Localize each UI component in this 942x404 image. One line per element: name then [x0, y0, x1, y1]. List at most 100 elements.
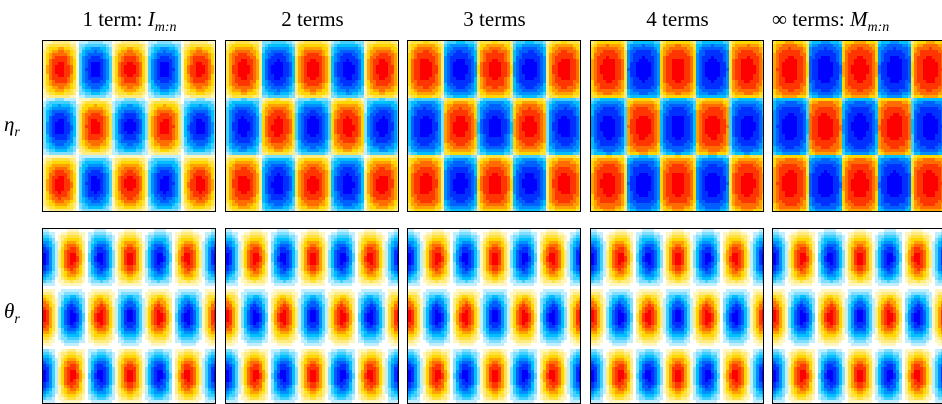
heatmap-cell	[106, 47, 109, 50]
heatmap-cell	[181, 74, 184, 77]
heatmap-cell	[250, 50, 253, 53]
heatmap-cell	[52, 65, 55, 68]
heatmap-cell	[178, 200, 181, 203]
heatmap-cell	[118, 131, 121, 134]
heatmap-cell	[58, 164, 61, 167]
heatmap-cell	[151, 164, 154, 167]
heatmap-cell	[202, 161, 205, 164]
heatmap-cell	[202, 104, 205, 107]
heatmap-cell	[202, 176, 205, 179]
heatmap-cell	[124, 146, 127, 149]
heatmap-cell	[184, 203, 187, 206]
heatmap-cell	[136, 197, 139, 200]
heatmap-cell	[148, 143, 151, 146]
heatmap-cell	[79, 161, 82, 164]
heatmap-cell	[160, 164, 163, 167]
heatmap-cell	[376, 62, 379, 65]
heatmap-cell	[55, 146, 58, 149]
heatmap-cell	[112, 41, 115, 44]
heatmap-cell	[148, 116, 151, 119]
heatmap-cell	[127, 119, 130, 122]
heatmap-cell	[64, 71, 67, 74]
heatmap-cell	[109, 206, 112, 209]
heatmap-cell	[166, 197, 169, 200]
heatmap-cell	[385, 65, 388, 68]
heatmap-cell	[82, 50, 85, 53]
heatmap-cell	[112, 113, 115, 116]
heatmap-cell	[73, 65, 76, 68]
heatmap-cell	[166, 158, 169, 161]
heatmap-cell	[115, 59, 118, 62]
heatmap-cell	[106, 59, 109, 62]
heatmap-cell	[310, 101, 313, 104]
heatmap-cell	[322, 89, 325, 92]
heatmap-cell	[91, 98, 94, 101]
heatmap-cell	[178, 176, 181, 179]
heatmap-cell	[73, 191, 76, 194]
heatmap-cell	[73, 146, 76, 149]
heatmap-cell	[85, 44, 88, 47]
heatmap-cell	[142, 176, 145, 179]
heatmap-cell	[244, 80, 247, 83]
heatmap-cell	[334, 98, 337, 101]
heatmap-cell	[55, 131, 58, 134]
heatmap-cell	[157, 206, 160, 209]
heatmap-cell	[139, 95, 142, 98]
heatmap-cell	[88, 113, 91, 116]
heatmap-cell	[304, 83, 307, 86]
heatmap-cell	[172, 119, 175, 122]
heatmap-cell	[328, 101, 331, 104]
heatmap-cell	[364, 101, 367, 104]
heatmap-cell	[373, 77, 376, 80]
heatmap-cell	[88, 74, 91, 77]
heatmap-cell	[337, 101, 340, 104]
heatmap-cell	[298, 107, 301, 110]
heatmap-cell	[196, 140, 199, 143]
heatmap-cell	[289, 53, 292, 56]
heatmap-cell	[256, 83, 259, 86]
heatmap-cell	[259, 47, 262, 50]
heatmap-cell	[115, 68, 118, 71]
heatmap-cell	[94, 89, 97, 92]
heatmap-cell	[52, 83, 55, 86]
heatmap-cell	[172, 164, 175, 167]
heatmap-cell	[115, 176, 118, 179]
heatmap-cell	[73, 107, 76, 110]
heatmap-cell	[331, 116, 334, 119]
heatmap-cell	[130, 104, 133, 107]
heatmap-cell	[127, 146, 130, 149]
heatmap-cell	[190, 149, 193, 152]
heatmap-cell	[316, 44, 319, 47]
heatmap-cell	[130, 50, 133, 53]
heatmap-cell	[88, 41, 91, 44]
heatmap-cell	[196, 83, 199, 86]
heatmap-cell	[187, 83, 190, 86]
heatmap-cell	[79, 59, 82, 62]
heatmap-cell	[181, 128, 184, 131]
heatmap-cell	[286, 53, 289, 56]
heatmap-cell	[46, 77, 49, 80]
heatmap-cell	[187, 179, 190, 182]
heatmap-cell	[292, 62, 295, 65]
heatmap-cell	[319, 98, 322, 101]
heatmap-cell	[142, 44, 145, 47]
heatmap-cell	[175, 122, 178, 125]
heatmap-cell	[295, 44, 298, 47]
heatmap-cell	[127, 110, 130, 113]
heatmap-cell	[46, 197, 49, 200]
heatmap-cell	[190, 185, 193, 188]
heatmap-cell	[115, 101, 118, 104]
heatmap-cell	[241, 86, 244, 89]
heatmap-cell	[361, 62, 364, 65]
heatmap-cell	[145, 206, 148, 209]
heatmap-cell	[79, 203, 82, 206]
heatmap-cell	[277, 122, 280, 125]
heatmap-cell	[202, 77, 205, 80]
heatmap-cell	[304, 44, 307, 47]
heatmap-cell	[226, 44, 229, 47]
heatmap-cell	[238, 56, 241, 59]
heatmap-cell	[160, 86, 163, 89]
heatmap-cell	[139, 80, 142, 83]
heatmap-cell	[52, 95, 55, 98]
heatmap-cell	[43, 206, 46, 209]
